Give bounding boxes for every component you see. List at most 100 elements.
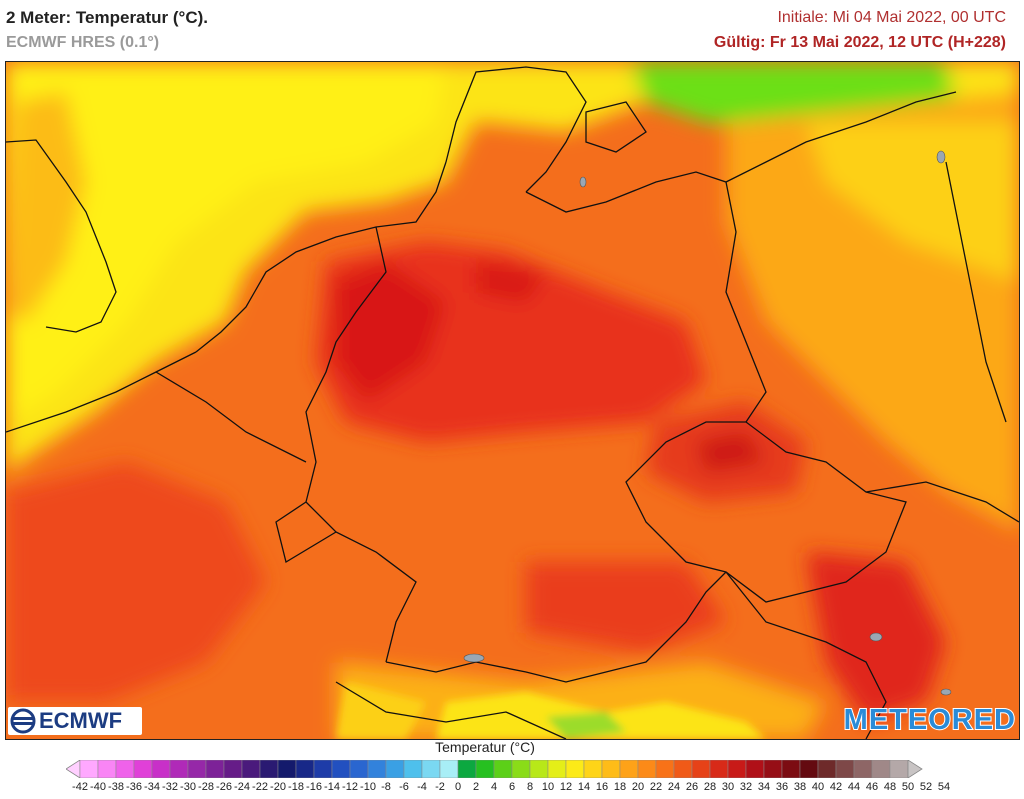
legend-swatch	[655, 760, 675, 778]
legend-swatch	[295, 760, 315, 778]
legend-swatch	[151, 760, 171, 778]
legend-swatch	[547, 760, 567, 778]
legend-swatch	[187, 760, 207, 778]
legend-swatch	[331, 760, 351, 778]
legend-title: Temperatur (°C)	[435, 739, 535, 755]
legend-swatch	[889, 760, 909, 778]
legend-tick-label: -14	[324, 781, 340, 793]
legend-swatch	[97, 760, 117, 778]
legend-swatch	[727, 760, 747, 778]
legend-swatch	[475, 760, 495, 778]
ecmwf-logo: ECMWF	[8, 707, 142, 735]
legend-swatch	[421, 760, 441, 778]
legend-tick-label: 44	[847, 781, 861, 793]
legend-swatch	[871, 760, 891, 778]
model-label: ECMWF HRES (0.1°)	[6, 34, 160, 51]
legend-tick-label: -38	[108, 781, 124, 793]
borders	[6, 66, 1019, 739]
map-canvas	[6, 62, 1019, 739]
legend-tick-label: 8	[526, 781, 534, 793]
legend-swatch	[367, 760, 387, 778]
legend-tick-label: 30	[721, 781, 735, 793]
legend-tick-label: 40	[811, 781, 825, 793]
legend-tick-label: 28	[703, 781, 717, 793]
legend-tick-label: -16	[306, 781, 322, 793]
legend-swatch	[385, 760, 405, 778]
legend-swatch	[799, 760, 819, 778]
legend-tick-label: -24	[234, 781, 250, 793]
legend-tick-label: -30	[180, 781, 196, 793]
legend-swatch	[259, 760, 279, 778]
legend-tick-label: 48	[883, 781, 897, 793]
legend-arrow-low	[66, 760, 81, 778]
legend-arrow-high	[907, 760, 923, 778]
legend-tick-label: 50	[901, 781, 915, 793]
legend-swatch	[817, 760, 837, 778]
legend-tick-label: 6	[508, 781, 516, 793]
legend-colorbar	[66, 760, 923, 778]
legend-swatch	[637, 760, 657, 778]
legend-tick-label: 36	[775, 781, 789, 793]
meteored-logo: METEORED	[843, 703, 1016, 737]
legend-swatch	[169, 760, 189, 778]
legend-tick-label: 20	[631, 781, 645, 793]
legend-tick-label: 32	[739, 781, 753, 793]
legend-swatch	[241, 760, 261, 778]
legend-tick-label: -22	[252, 781, 268, 793]
legend-swatch	[457, 760, 477, 778]
initial-time: Initiale: Mi 04 Mai 2022, 00 UTC	[777, 9, 1006, 26]
legend-tick-label: -10	[360, 781, 376, 793]
legend-tick-label: 46	[865, 781, 879, 793]
legend-tick-label: -8	[381, 781, 391, 793]
legend-tick-label: -18	[288, 781, 304, 793]
legend-tick-label: 16	[595, 781, 609, 793]
legend-swatch	[277, 760, 297, 778]
legend-tick-label: 52	[919, 781, 933, 793]
legend-tick-label: -40	[90, 781, 106, 793]
legend-tick-label: 42	[829, 781, 843, 793]
legend-tick-label: -6	[399, 781, 409, 793]
legend-tick-label: 22	[649, 781, 663, 793]
legend-swatch	[133, 760, 153, 778]
valid-time: Gültig: Fr 13 Mai 2022, 12 UTC (H+228)	[713, 34, 1006, 51]
legend-swatch	[403, 760, 423, 778]
legend-tick-label: 4	[490, 781, 498, 793]
legend-tick-label: -34	[144, 781, 160, 793]
legend-tick-label: 14	[577, 781, 591, 793]
legend-swatch	[115, 760, 135, 778]
legend-swatch	[439, 760, 459, 778]
legend-swatch	[529, 760, 549, 778]
legend-tick-label: -4	[417, 781, 427, 793]
legend-swatch	[313, 760, 333, 778]
legend-tick-label: -12	[342, 781, 358, 793]
temperature-zones	[6, 62, 1019, 739]
temperature-map[interactable]	[5, 61, 1020, 740]
legend-tick-label: 0	[454, 781, 462, 793]
legend-tick-label: -42	[72, 781, 88, 793]
legend-tick-label: -26	[216, 781, 232, 793]
legend-swatch	[709, 760, 729, 778]
legend-tick-label: 54	[937, 781, 951, 793]
map-title: 2 Meter: Temperatur (°C).	[6, 8, 209, 27]
legend-tick-label: 24	[667, 781, 681, 793]
legend-swatch	[79, 760, 99, 778]
legend-swatch	[493, 760, 513, 778]
legend-swatch	[601, 760, 621, 778]
legend-tick-label: -2	[435, 781, 445, 793]
legend-tick-label: -36	[126, 781, 142, 793]
legend-swatch	[583, 760, 603, 778]
legend-swatch	[781, 760, 801, 778]
legend-tick-label: -20	[270, 781, 286, 793]
legend-swatch	[673, 760, 693, 778]
legend-tick-label: 10	[541, 781, 555, 793]
legend-swatch	[691, 760, 711, 778]
legend-swatch	[619, 760, 639, 778]
legend-tick-label: 2	[472, 781, 480, 793]
legend-swatch	[763, 760, 783, 778]
legend-swatch	[835, 760, 855, 778]
legend-tick-label: 34	[757, 781, 771, 793]
legend-tick-label: -28	[198, 781, 214, 793]
legend-tick-label: 38	[793, 781, 807, 793]
lakes	[463, 150, 952, 696]
legend-swatch	[565, 760, 585, 778]
